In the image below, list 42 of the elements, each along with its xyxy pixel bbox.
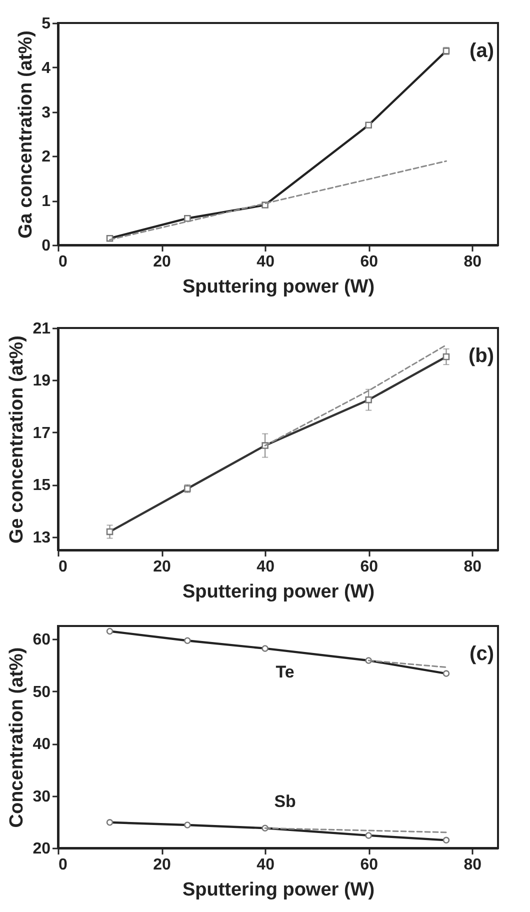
y-tick-label: 19 <box>32 372 51 390</box>
x-tick-label: 60 <box>360 856 378 874</box>
x-tick-label: 80 <box>464 856 482 874</box>
y-tick-label: 40 <box>32 736 51 754</box>
x-tick-label: 20 <box>153 856 172 874</box>
x-tick-label: 80 <box>464 254 482 270</box>
y-tick-label: 2 <box>42 148 51 166</box>
y-tick-label: 50 <box>32 684 51 701</box>
annotation: (a) <box>470 40 494 62</box>
y-tick-label: 15 <box>32 477 51 494</box>
x-tick-label: 0 <box>58 254 68 270</box>
x-tick-label: 60 <box>360 254 378 270</box>
x-tick-label: 80 <box>464 558 482 576</box>
y-tick-label: 60 <box>32 632 51 649</box>
y-tick-label: 1 <box>42 193 51 210</box>
y-axis-title: Concentration (at%) <box>6 647 28 828</box>
y-tick-label: 20 <box>32 840 51 858</box>
y-tick-label: 5 <box>42 16 51 32</box>
y-tick-label: 21 <box>32 320 51 338</box>
x-axis-title: Sputtering power (W) <box>182 582 375 602</box>
y-tick-label: 3 <box>42 104 51 122</box>
annotation: (b) <box>468 345 494 367</box>
y-axis-title: Ga concentration (at%) <box>16 30 37 238</box>
x-tick-label: 40 <box>256 856 275 874</box>
x-tick-label: 0 <box>58 558 68 576</box>
annotation: (c) <box>470 643 494 665</box>
x-tick-label: 60 <box>360 558 378 576</box>
y-tick-label: 13 <box>32 529 51 546</box>
y-tick-label: 30 <box>32 788 51 806</box>
series-label: Te <box>276 662 294 682</box>
y-axis-title: Ge concentration (at%) <box>6 336 28 544</box>
series-label: Sb <box>274 792 296 812</box>
x-axis-title: Sputtering power (W) <box>182 880 375 900</box>
x-tick-label: 40 <box>256 558 275 576</box>
x-tick-label: 40 <box>256 254 275 270</box>
y-tick-label: 17 <box>32 424 51 442</box>
x-tick-label: 20 <box>153 254 172 270</box>
x-axis-title: Sputtering power (W) <box>182 276 375 298</box>
y-tick-label: 4 <box>42 60 51 77</box>
x-tick-label: 0 <box>58 856 68 874</box>
y-tick-label: 0 <box>42 238 51 254</box>
x-tick-label: 20 <box>153 558 172 576</box>
